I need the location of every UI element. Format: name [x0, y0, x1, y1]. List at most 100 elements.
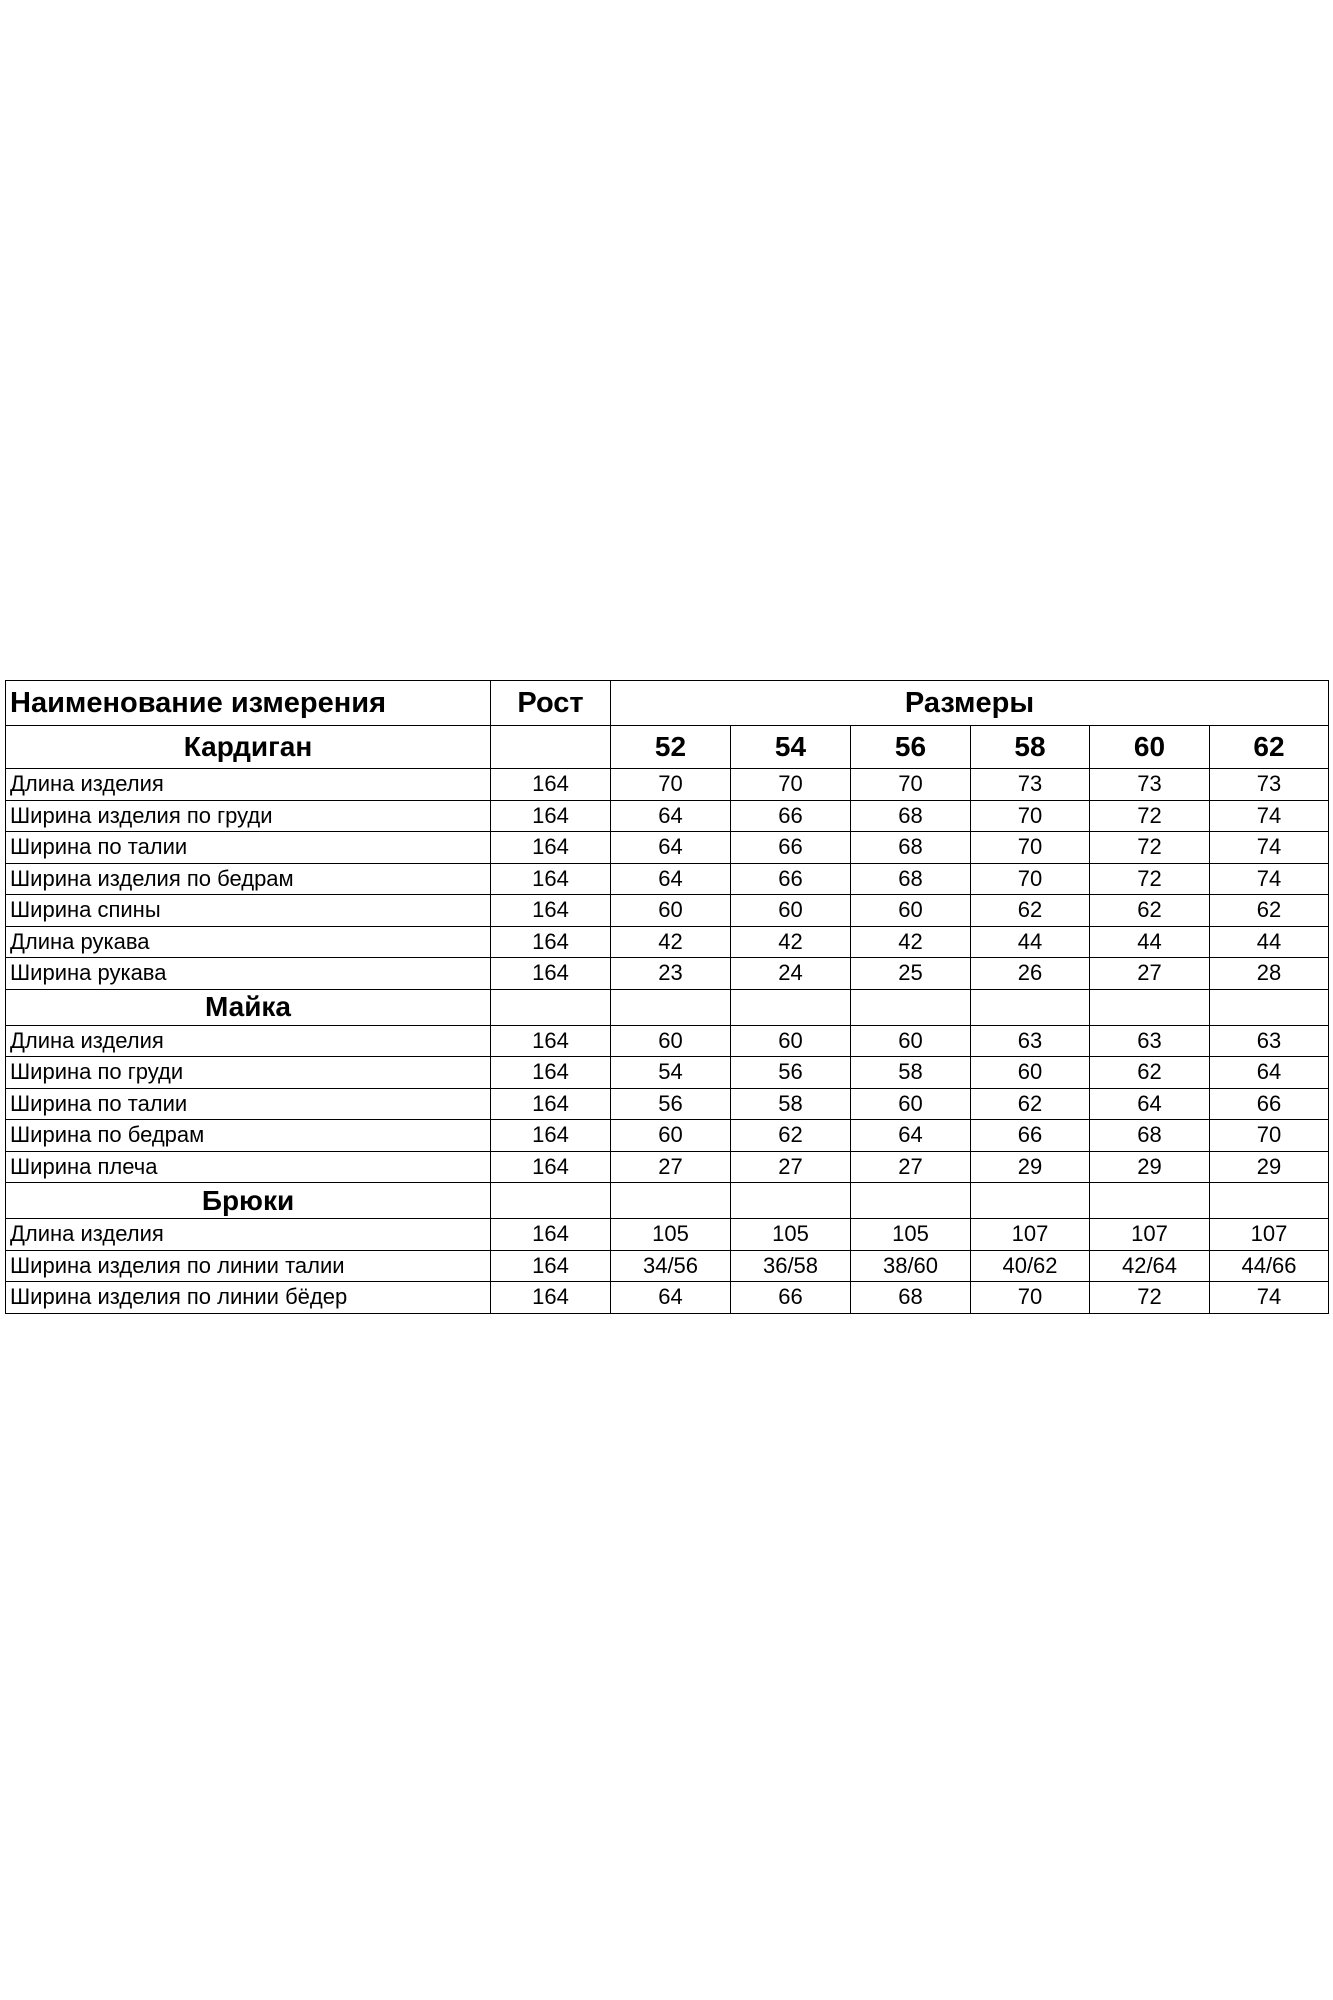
size-label: 54	[730, 725, 851, 769]
measure-name: Ширина изделия по груди	[5, 799, 491, 832]
height-cell: 164	[490, 1281, 611, 1314]
data-row: Длина изделия 164 70 70 70 73 73 73	[5, 768, 1330, 801]
height-cell: 164	[490, 1249, 611, 1282]
height-cell: 164	[490, 768, 611, 801]
height-cell: 164	[490, 1087, 611, 1120]
value-cell: 23	[610, 957, 731, 990]
data-row: Ширина по талии 164 64 66 68 70 72 74	[5, 831, 1330, 864]
value-cell: 105	[730, 1218, 851, 1251]
value-cell: 44	[970, 925, 1090, 958]
measure-name: Длина изделия	[5, 1024, 491, 1057]
measure-name: Длина изделия	[5, 768, 491, 801]
value-cell: 70	[970, 831, 1090, 864]
value-cell: 68	[850, 831, 971, 864]
value-cell: 60	[850, 1024, 971, 1057]
data-row: Ширина по бедрам 164 60 62 64 66 68 70	[5, 1119, 1330, 1152]
empty-cell	[970, 988, 1090, 1026]
empty-cell	[850, 988, 971, 1026]
data-row: Ширина изделия по бедрам 164 64 66 68 70 72 74	[5, 862, 1330, 895]
height-cell: 164	[490, 925, 611, 958]
value-cell: 25	[850, 957, 971, 990]
value-cell: 74	[1208, 799, 1330, 832]
height-cell: 164	[490, 1056, 611, 1089]
value-cell: 107	[1089, 1218, 1210, 1251]
value-cell: 64	[610, 799, 731, 832]
value-cell: 70	[970, 862, 1090, 895]
value-cell: 42	[850, 925, 971, 958]
value-cell: 29	[1089, 1150, 1210, 1183]
measure-name: Ширина изделия по бедрам	[5, 862, 491, 895]
height-cell: 164	[490, 1150, 611, 1183]
value-cell: 70	[1208, 1119, 1330, 1152]
table-body: Наименование измерения Рост Размеры Кард…	[5, 680, 1330, 1314]
value-cell: 62	[970, 1087, 1090, 1120]
data-row: Ширина по талии 164 56 58 60 62 64 66	[5, 1087, 1330, 1120]
section-row: Кардиган 52 54 56 58 60 62	[5, 725, 1330, 769]
data-row: Ширина спины 164 60 60 60 62 62 62	[5, 894, 1330, 927]
value-cell: 72	[1089, 862, 1210, 895]
data-row: Длина рукава 164 42 42 42 44 44 44	[5, 925, 1330, 958]
value-cell: 68	[850, 862, 971, 895]
value-cell: 66	[970, 1119, 1090, 1152]
value-cell: 54	[610, 1056, 731, 1089]
value-cell: 60	[970, 1056, 1090, 1089]
value-cell: 56	[730, 1056, 851, 1089]
data-row: Ширина рукава 164 23 24 25 26 27 28	[5, 957, 1330, 990]
value-cell: 60	[610, 894, 731, 927]
data-row: Длина изделия 164 105 105 105 107 107 107	[5, 1218, 1330, 1251]
measure-name: Ширина по талии	[5, 1087, 491, 1120]
value-cell: 105	[610, 1218, 731, 1251]
value-cell: 72	[1089, 1281, 1210, 1314]
value-cell: 62	[1208, 894, 1330, 927]
value-cell: 62	[1089, 894, 1210, 927]
value-cell: 63	[1089, 1024, 1210, 1057]
measure-name: Ширина изделия по линии бёдер	[5, 1281, 491, 1314]
value-cell: 74	[1208, 831, 1330, 864]
empty-cell	[730, 1182, 851, 1219]
measure-name: Ширина рукава	[5, 957, 491, 990]
section-title: Кардиган	[5, 725, 491, 769]
empty-cell	[1089, 1182, 1210, 1219]
value-cell: 70	[610, 768, 731, 801]
value-cell: 60	[730, 894, 851, 927]
value-cell: 42/64	[1089, 1249, 1210, 1282]
measure-name: Ширина изделия по линии талии	[5, 1249, 491, 1282]
size-label: 56	[850, 725, 971, 769]
empty-cell	[1208, 988, 1330, 1026]
value-cell: 40/62	[970, 1249, 1090, 1282]
value-cell: 27	[850, 1150, 971, 1183]
value-cell: 29	[970, 1150, 1090, 1183]
height-cell: 164	[490, 1218, 611, 1251]
value-cell: 107	[1208, 1218, 1330, 1251]
measure-name: Ширина по талии	[5, 831, 491, 864]
value-cell: 70	[970, 1281, 1090, 1314]
value-cell: 70	[970, 799, 1090, 832]
height-cell: 164	[490, 799, 611, 832]
value-cell: 64	[610, 1281, 731, 1314]
empty-cell	[610, 1182, 731, 1219]
value-cell: 28	[1208, 957, 1330, 990]
value-cell: 64	[1208, 1056, 1330, 1089]
value-cell: 74	[1208, 1281, 1330, 1314]
measure-name: Ширина по бедрам	[5, 1119, 491, 1152]
empty-cell	[490, 988, 611, 1026]
value-cell: 64	[610, 831, 731, 864]
value-cell: 44	[1208, 925, 1330, 958]
value-cell: 60	[610, 1119, 731, 1152]
value-cell: 60	[610, 1024, 731, 1057]
value-cell: 107	[970, 1218, 1090, 1251]
value-cell: 58	[850, 1056, 971, 1089]
value-cell: 74	[1208, 862, 1330, 895]
value-cell: 58	[730, 1087, 851, 1120]
height-cell: 164	[490, 831, 611, 864]
header-height: Рост	[490, 680, 611, 726]
value-cell: 34/56	[610, 1249, 731, 1282]
size-label: 52	[610, 725, 731, 769]
value-cell: 60	[850, 1087, 971, 1120]
height-cell: 164	[490, 957, 611, 990]
value-cell: 36/58	[730, 1249, 851, 1282]
measure-name: Длина рукава	[5, 925, 491, 958]
value-cell: 66	[730, 831, 851, 864]
value-cell: 42	[610, 925, 731, 958]
